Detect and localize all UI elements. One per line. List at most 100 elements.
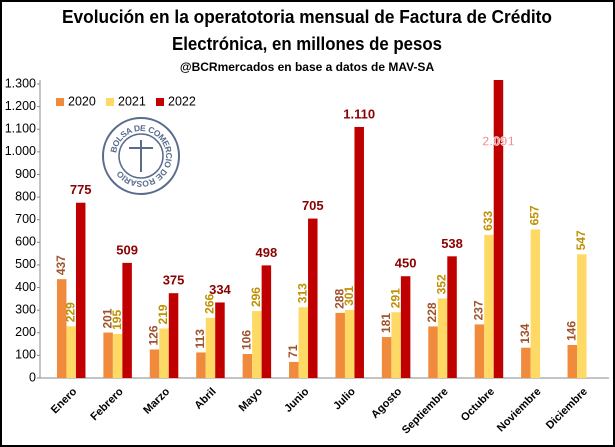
bar: [168, 293, 179, 378]
data-label: 547: [574, 230, 588, 250]
bar: [205, 317, 216, 378]
bar: [447, 256, 457, 378]
data-label: 301: [342, 286, 356, 306]
y-tick-label: 100: [15, 348, 36, 362]
x-tick-label: Marzo: [141, 385, 172, 416]
bar: [56, 279, 67, 378]
bar: [428, 326, 438, 378]
data-label: 1.110: [343, 106, 375, 121]
data-label: 291: [388, 288, 402, 308]
data-label: 237: [472, 300, 486, 320]
bar: [493, 80, 504, 378]
legend-swatch: [106, 98, 114, 106]
x-tick-label: Febrero: [88, 386, 126, 424]
x-tick-label: Mayo: [237, 385, 266, 414]
y-tick-label: 200: [15, 325, 36, 339]
data-label: 375: [163, 273, 185, 288]
data-label: 705: [302, 198, 324, 213]
data-label: 288: [332, 289, 346, 309]
y-tick-label: 0: [29, 370, 36, 384]
data-label: 195: [110, 310, 124, 330]
bar: [261, 265, 272, 378]
bar: [577, 254, 587, 378]
x-tick-label: Diciembre: [544, 386, 590, 432]
x-tick-label: Junio: [282, 386, 311, 415]
data-label: 296: [249, 287, 263, 307]
bar: [159, 328, 169, 378]
data-label: 266: [203, 293, 217, 313]
y-tick-label: 1.200: [5, 99, 36, 113]
plot-area: [56, 80, 587, 378]
bar: [242, 354, 253, 378]
chart-title: Electrónica, en millones de pesos: [172, 34, 442, 54]
data-label: 229: [63, 302, 77, 322]
x-tick-label: Octubre: [459, 386, 497, 424]
bar: [103, 332, 113, 378]
data-label: 498: [256, 245, 278, 260]
legend-label: 2022: [168, 94, 196, 108]
data-label: 228: [425, 302, 439, 322]
x-tick-label: Agosto: [369, 385, 404, 420]
data-label: 657: [528, 205, 542, 225]
bar: [196, 352, 206, 378]
y-tick-label: 400: [15, 280, 36, 294]
data-label: 201: [100, 308, 114, 328]
bar: [75, 202, 86, 378]
y-tick-label: 700: [15, 212, 36, 226]
y-tick-label: 1.300: [5, 76, 36, 90]
y-tick-label: 600: [15, 235, 36, 249]
bar: [391, 312, 401, 378]
bar: [530, 229, 541, 378]
data-label: 313: [295, 283, 309, 303]
bar: [66, 326, 76, 378]
data-label: 2.091: [482, 133, 515, 148]
chart-title: Evolución en la operatotoria mensual de …: [62, 7, 552, 27]
x-tick-label: Abril: [192, 386, 218, 412]
data-label: 633: [481, 210, 495, 230]
legend-label: 2021: [118, 94, 146, 108]
bar: [122, 262, 132, 378]
bar: [289, 361, 299, 378]
data-label: 113: [193, 329, 207, 349]
bar: [437, 298, 448, 378]
bar: [344, 309, 355, 378]
bar: [354, 126, 364, 378]
y-tick-label: 500: [15, 257, 36, 271]
data-label: 134: [518, 323, 532, 343]
bar: [484, 234, 494, 378]
data-label: 126: [147, 325, 161, 345]
chart-subtitle: @BCRmercados en base a datos de MAV-SA: [180, 60, 435, 74]
bar: [149, 349, 160, 378]
data-label: 219: [156, 304, 170, 324]
data-label: 450: [395, 256, 417, 271]
bar: [381, 337, 392, 378]
data-label: 181: [379, 313, 393, 333]
bar: [335, 312, 345, 378]
bar: [474, 324, 485, 378]
y-tick-label: 800: [15, 189, 36, 203]
legend-swatch: [56, 98, 64, 106]
y-tick-label: 300: [15, 302, 36, 316]
bar: [252, 311, 262, 378]
legend-label: 2020: [68, 94, 96, 108]
x-tick-label: Septiembre: [400, 386, 451, 437]
bar: [112, 333, 123, 378]
y-tick-label: 1.100: [5, 122, 36, 136]
data-label: 775: [70, 182, 92, 197]
data-label: 538: [441, 236, 463, 251]
x-tick-label: Enero: [49, 386, 80, 417]
bar: [298, 307, 309, 378]
data-label: 509: [116, 242, 138, 257]
bar: [215, 302, 225, 378]
data-label: 71: [286, 344, 300, 358]
x-tick-label: Noviembre: [495, 386, 544, 435]
logo: BOLSA DE COMERCIO DE ROSARIO: [102, 117, 180, 195]
data-label: 334: [209, 282, 231, 297]
data-label: 106: [240, 330, 254, 350]
data-label: 437: [54, 255, 68, 275]
data-label: 352: [435, 274, 449, 294]
x-tick-label: Julio: [331, 385, 358, 412]
bar: [567, 344, 578, 378]
